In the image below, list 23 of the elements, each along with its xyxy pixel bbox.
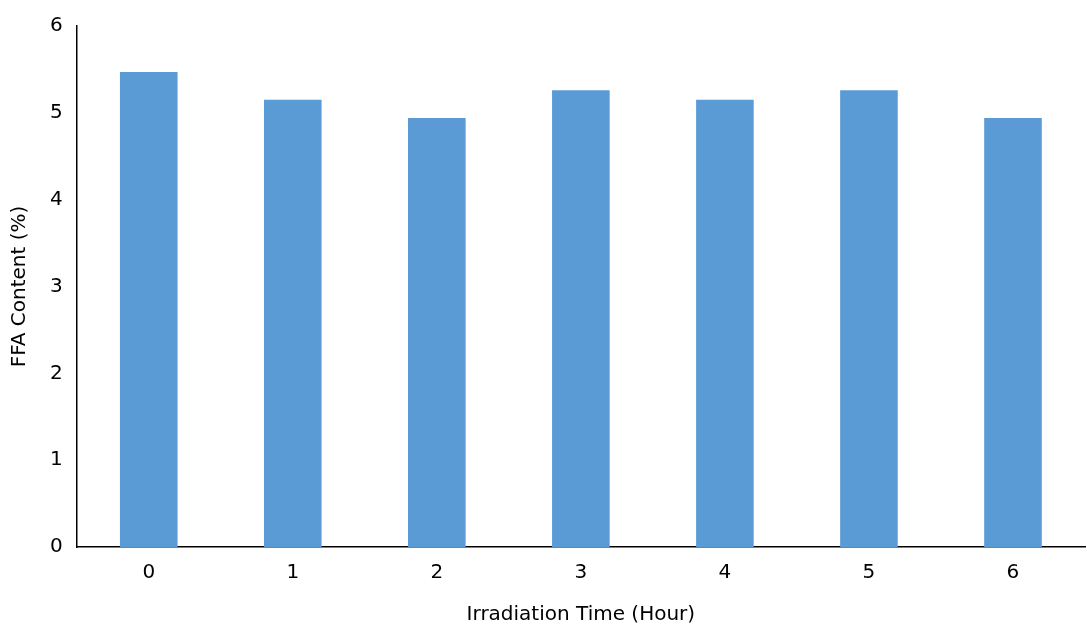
bar bbox=[263, 99, 322, 547]
y-tick-label: 4 bbox=[49, 185, 63, 210]
y-tick-label: 6 bbox=[49, 12, 63, 37]
bar bbox=[696, 99, 754, 547]
x-tick-label: 4 bbox=[718, 559, 732, 584]
x-tick-label: 2 bbox=[430, 559, 444, 584]
y-tick-label: 0 bbox=[49, 533, 63, 558]
x-axis-title: Irradiation Time (Hour) bbox=[466, 601, 696, 626]
bar bbox=[119, 72, 178, 547]
bar bbox=[408, 118, 466, 547]
y-tick-label: 3 bbox=[49, 272, 63, 297]
y-axis-title: FFA Content (%) bbox=[6, 205, 31, 368]
x-tick-label: 1 bbox=[286, 559, 300, 584]
bar bbox=[984, 118, 1042, 547]
y-tick-label: 5 bbox=[49, 99, 63, 124]
y-tick-label: 2 bbox=[49, 359, 63, 384]
x-tick-label: 5 bbox=[862, 559, 876, 584]
bar bbox=[840, 90, 898, 547]
y-tick-label: 1 bbox=[49, 446, 63, 471]
x-tick-label: 3 bbox=[574, 559, 588, 584]
bar bbox=[552, 90, 610, 547]
x-tick-label: 0 bbox=[142, 559, 156, 584]
x-tick-label: 6 bbox=[1006, 559, 1020, 584]
